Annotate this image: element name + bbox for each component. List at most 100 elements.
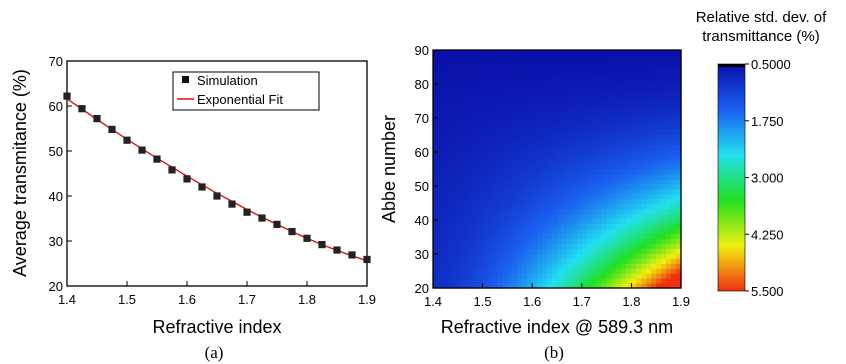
heatmap-cell: [442, 253, 449, 259]
heatmap-cell: [636, 114, 642, 121]
heatmap-cell: [542, 278, 548, 284]
heatmap-cell: [651, 243, 657, 249]
heatmap-cell: [502, 213, 508, 220]
heatmap-cell: [502, 164, 508, 170]
heatmap-cell: [517, 233, 523, 240]
heatmap-cell: [611, 183, 618, 190]
heatmap-cell: [596, 109, 603, 116]
heatmap-cell: [651, 238, 657, 244]
heatmap-cell: [586, 208, 593, 215]
heatmap-cell: [477, 154, 484, 160]
heatmap-cell: [467, 198, 474, 205]
heatmap-cell: [561, 198, 568, 205]
heatmap-cell: [576, 258, 583, 264]
heatmap-cell: [527, 104, 533, 111]
heatmap-cell: [676, 173, 682, 180]
heatmap-cell: [641, 178, 647, 185]
heatmap-cell: [596, 233, 603, 240]
heatmap-cell: [502, 149, 508, 155]
heatmap-cell: [676, 253, 682, 259]
heatmap-cell: [457, 213, 464, 220]
heatmap-cell: [561, 124, 568, 130]
heatmap-cell: [462, 213, 469, 220]
heatmap-cell: [552, 54, 558, 61]
heatmap-cell: [641, 64, 647, 71]
heatmap-cell: [537, 183, 543, 190]
legend-simulation-marker: [182, 76, 189, 83]
heatmap-cell: [611, 50, 618, 56]
heatmap-cell: [561, 268, 568, 274]
heatmap-cell: [532, 273, 538, 279]
simulation-point: [243, 208, 251, 216]
heatmap-cell: [547, 109, 553, 116]
heatmap-cell: [631, 193, 637, 200]
heatmap-cell: [433, 54, 439, 61]
heatmap-cell: [581, 134, 588, 140]
heatmap-cell: [437, 159, 444, 165]
panel-a-caption: (a): [205, 343, 224, 362]
heatmap-cell: [507, 208, 513, 215]
heatmap-cell: [532, 228, 538, 235]
heatmap-cell: [561, 273, 568, 279]
heatmap-cell: [507, 178, 513, 185]
heatmap-cell: [537, 273, 543, 279]
heatmap-cell: [547, 218, 553, 225]
heatmap-cell: [537, 173, 543, 180]
heatmap-cell: [542, 154, 548, 160]
heatmap-cell: [472, 203, 479, 210]
heatmap-cell: [656, 169, 662, 175]
heatmap-cell: [636, 109, 642, 116]
heatmap-cell: [566, 94, 573, 101]
heatmap-cell: [561, 54, 568, 61]
heatmap-cell: [661, 283, 667, 289]
heatmap-cell: [542, 223, 548, 230]
heatmap-cell: [462, 218, 469, 225]
heatmap-cell: [621, 213, 628, 220]
heatmap-cell: [621, 79, 628, 86]
heatmap-cell: [452, 173, 459, 180]
heatmap-cell: [552, 74, 558, 81]
heatmap-cell: [452, 203, 459, 210]
heatmap-cell: [631, 173, 637, 180]
heatmap-cell: [512, 69, 518, 76]
heatmap-cell: [482, 278, 489, 284]
heatmap-cell: [517, 164, 523, 170]
heatmap-cell: [447, 223, 454, 230]
heatmap-cell: [636, 94, 642, 101]
heatmap-cell: [671, 243, 677, 249]
heatmap-cell: [437, 64, 444, 71]
heatmap-cell: [591, 238, 598, 244]
heatmap-cell: [571, 183, 578, 190]
heatmap-cell: [467, 233, 474, 240]
heatmap-cell: [636, 69, 642, 76]
heatmap-cell: [566, 59, 573, 66]
heatmap-cell: [581, 193, 588, 200]
heatmap-cell: [527, 248, 533, 254]
heatmap-cell: [616, 144, 623, 150]
heatmap-cell: [433, 238, 439, 244]
heatmap-cell: [646, 203, 652, 210]
heatmap-cell: [542, 144, 548, 150]
heatmap-cell: [676, 169, 682, 175]
heatmap-cell: [492, 89, 499, 96]
heatmap-cell: [462, 208, 469, 215]
heatmap-cell: [626, 124, 632, 130]
heatmap-cell: [666, 238, 672, 244]
heatmap-cell: [651, 109, 657, 116]
heatmap-cell: [671, 50, 677, 56]
heatmap-cell: [447, 228, 454, 235]
heatmap-cell: [433, 223, 439, 230]
heatmap-cell: [651, 134, 657, 140]
heatmap-cell: [462, 50, 469, 56]
heatmap-cell: [512, 223, 518, 230]
heatmap-cell: [591, 79, 598, 86]
heatmap-cell: [482, 144, 489, 150]
heatmap-cell: [492, 159, 499, 165]
heatmap-cell: [527, 169, 533, 175]
heatmap-cell: [492, 203, 499, 210]
heatmap-cell: [596, 238, 603, 244]
heatmap-cell: [457, 243, 464, 249]
heatmap-cell: [472, 159, 479, 165]
heatmap-cell: [482, 94, 489, 101]
